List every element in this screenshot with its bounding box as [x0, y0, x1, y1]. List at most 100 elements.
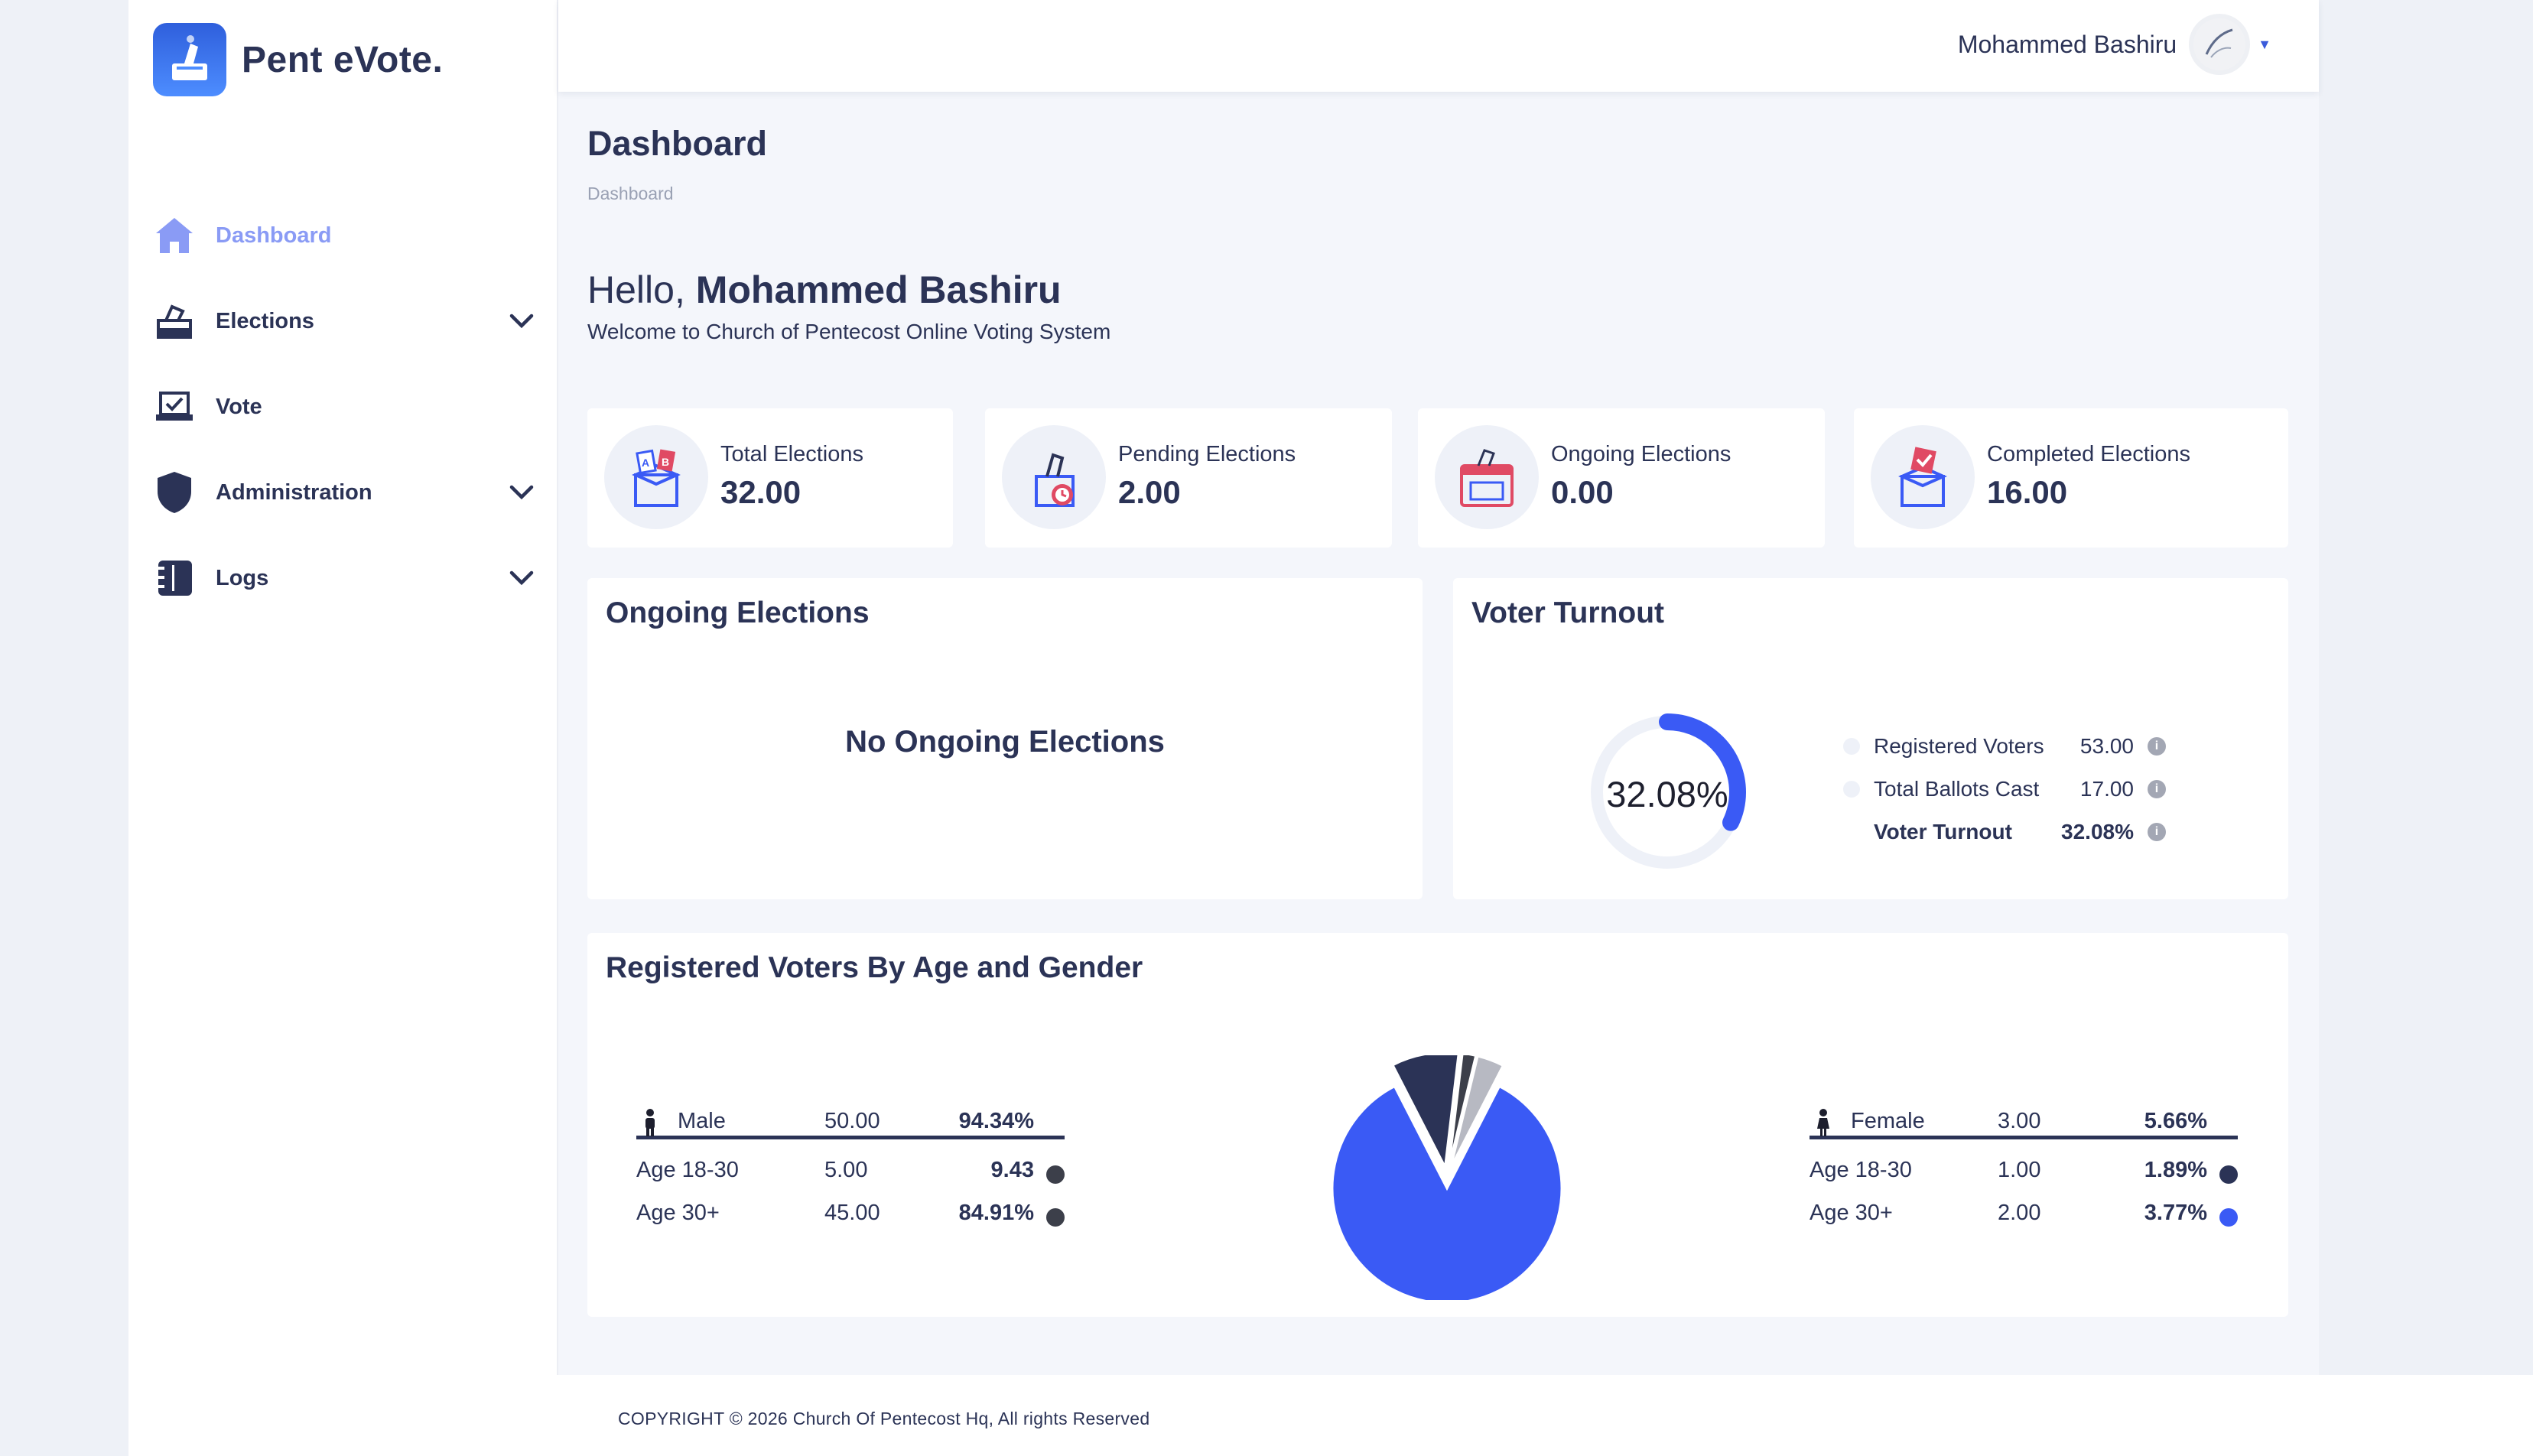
turnout-arc: [1588, 713, 1746, 871]
empty-message: No Ongoing Elections: [845, 725, 1165, 759]
caret-down-icon[interactable]: ▼: [2258, 36, 2271, 52]
table-row: Age 30+ 2.00 3.77%: [1810, 1193, 2238, 1236]
age-count: 1.00: [1998, 1158, 2041, 1182]
legend-spacer: [1843, 824, 1860, 840]
turnout-donut: [1588, 713, 1746, 871]
left-gutter: [0, 0, 128, 1456]
series-dot: [1046, 1208, 1065, 1227]
pie-slice-female-age-30-[interactable]: [1449, 1055, 1505, 1168]
sidebar-item-logs[interactable]: Logs: [128, 557, 558, 600]
chevron-down-icon[interactable]: [506, 306, 537, 336]
chevron-down-icon[interactable]: [506, 563, 537, 593]
brand-name: Pent eVote.: [242, 39, 444, 80]
voter-turnout-card: Voter Turnout 32.08% Registered Voters 5…: [1453, 578, 2288, 899]
legend-registered: Registered Voters 53.00 i: [1843, 731, 2166, 762]
page-title: Dashboard: [587, 124, 768, 163]
legend-value: 53.00: [2079, 734, 2134, 758]
user-menu[interactable]: Mohammed Bashiru ▼: [1958, 14, 2271, 75]
sidebar: Pent eVote. Dashboard Elections Vote: [128, 0, 558, 1456]
sidebar-item-label: Dashboard: [216, 223, 332, 248]
card-title: Ongoing Elections: [606, 596, 870, 629]
series-dot: [2219, 1208, 2238, 1227]
legend-dot: [1843, 738, 1860, 755]
gender-percent: 5.66%: [2144, 1109, 2207, 1133]
user-name: Mohammed Bashiru: [1957, 30, 2177, 58]
sidebar-item-label: Elections: [216, 308, 314, 333]
brand[interactable]: Pent eVote.: [153, 23, 443, 96]
card-title: Voter Turnout: [1471, 596, 1665, 629]
male-table: Male 50.00 94.34% Age 18-30 5.00 9.43 Ag…: [636, 1101, 1065, 1236]
stat-card-pending: Pending Elections 2.00: [985, 408, 1392, 548]
info-icon[interactable]: i: [2148, 823, 2166, 841]
female-table: Female 3.00 5.66% Age 18-30 1.00 1.89% A…: [1810, 1101, 2238, 1236]
series-dot: [1046, 1165, 1065, 1184]
sidebar-item-vote[interactable]: Vote: [128, 385, 558, 428]
gender-count: 50.00: [824, 1109, 880, 1133]
sidebar-item-dashboard[interactable]: Dashboard: [128, 214, 558, 257]
pie-slice-female-age-18-30[interactable]: [1447, 1055, 1478, 1168]
completed-ballot-icon: [1871, 425, 1975, 529]
footer: COPYRIGHT © 2026 Church Of Pentecost Hq,…: [128, 1375, 2533, 1456]
age-count: 2.00: [1998, 1201, 2041, 1225]
copyright-text: COPYRIGHT © 2026 Church Of Pentecost Hq,…: [618, 1409, 1150, 1428]
pie-slice-male-age-30-[interactable]: [1331, 1084, 1563, 1300]
series-dot: [2219, 1165, 2238, 1184]
gender-count: 3.00: [1998, 1109, 2041, 1133]
age-percent: 84.91%: [958, 1201, 1034, 1225]
stat-label: Completed Elections: [1987, 442, 2190, 466]
ongoing-elections-card: Ongoing Elections No Ongoing Elections: [587, 578, 1423, 899]
legend-label: Total Ballots Cast: [1874, 777, 2040, 801]
right-gutter: [2319, 0, 2533, 1456]
stat-label: Pending Elections: [1118, 442, 1296, 466]
pending-ballot-icon: [1002, 425, 1106, 529]
gender-label: Male: [678, 1109, 726, 1133]
info-icon[interactable]: i: [2148, 737, 2166, 756]
legend-value: 32.08%: [2061, 820, 2134, 843]
age-percent: 3.77%: [2144, 1201, 2207, 1225]
stat-label: Ongoing Elections: [1551, 442, 1731, 466]
chevron-down-icon[interactable]: [506, 477, 537, 508]
age-percent: 1.89%: [2144, 1158, 2207, 1182]
stat-value: 2.00: [1118, 474, 1181, 510]
shield-icon: [153, 471, 196, 514]
stat-card-ongoing: Ongoing Elections 0.00: [1418, 408, 1825, 548]
age-gender-pie: [1331, 1055, 1563, 1300]
age-label: Age 18-30: [1810, 1158, 1912, 1182]
legend-value: 17.00: [2079, 777, 2134, 801]
svg-text:A: A: [642, 457, 649, 469]
greeting-prefix: Hello,: [587, 268, 696, 311]
age-label: Age 30+: [636, 1201, 720, 1225]
table-row: Age 18-30 5.00 9.43: [636, 1150, 1065, 1193]
female-person-icon: [1817, 1109, 1829, 1136]
legend-dot: [1843, 781, 1860, 798]
avatar[interactable]: [2189, 14, 2251, 75]
legend-label: Registered Voters: [1874, 734, 2044, 758]
stat-value: 16.00: [1987, 474, 2068, 510]
vote-check-icon: [153, 385, 196, 428]
sidebar-item-administration[interactable]: Administration: [128, 471, 558, 514]
stat-value: 0.00: [1551, 474, 1614, 510]
sidebar-item-elections[interactable]: Elections: [128, 300, 558, 343]
sidebar-nav: Dashboard Elections Vote Administration: [128, 214, 558, 642]
greeting: Hello, Mohammed Bashiru: [587, 268, 1062, 312]
turnout-percent: 32.08%: [1606, 774, 1728, 814]
table-row: Age 18-30 1.00 1.89%: [1810, 1150, 2238, 1193]
home-icon: [153, 214, 196, 257]
breadcrumb[interactable]: Dashboard: [587, 184, 674, 203]
male-header: Male 50.00 94.34%: [636, 1101, 1065, 1139]
legend-ballots: Total Ballots Cast 17.00 i: [1843, 774, 2166, 804]
notebook-icon: [153, 557, 196, 600]
female-header: Female 3.00 5.66%: [1810, 1101, 2238, 1139]
sidebar-item-label: Logs: [216, 565, 269, 590]
greeting-name: Mohammed Bashiru: [695, 268, 1062, 311]
demographics-card: Registered Voters By Age and Gender Male…: [587, 933, 2288, 1317]
stat-card-completed: Completed Elections 16.00: [1854, 408, 2288, 548]
male-person-icon: [645, 1109, 655, 1136]
legend-turnout: Voter Turnout 32.08% i: [1843, 817, 2166, 847]
sidebar-item-label: Administration: [216, 479, 372, 505]
sidebar-item-label: Vote: [216, 394, 262, 419]
pie-slice-male-age-18-30[interactable]: [1391, 1055, 1460, 1172]
info-icon[interactable]: i: [2148, 780, 2166, 798]
